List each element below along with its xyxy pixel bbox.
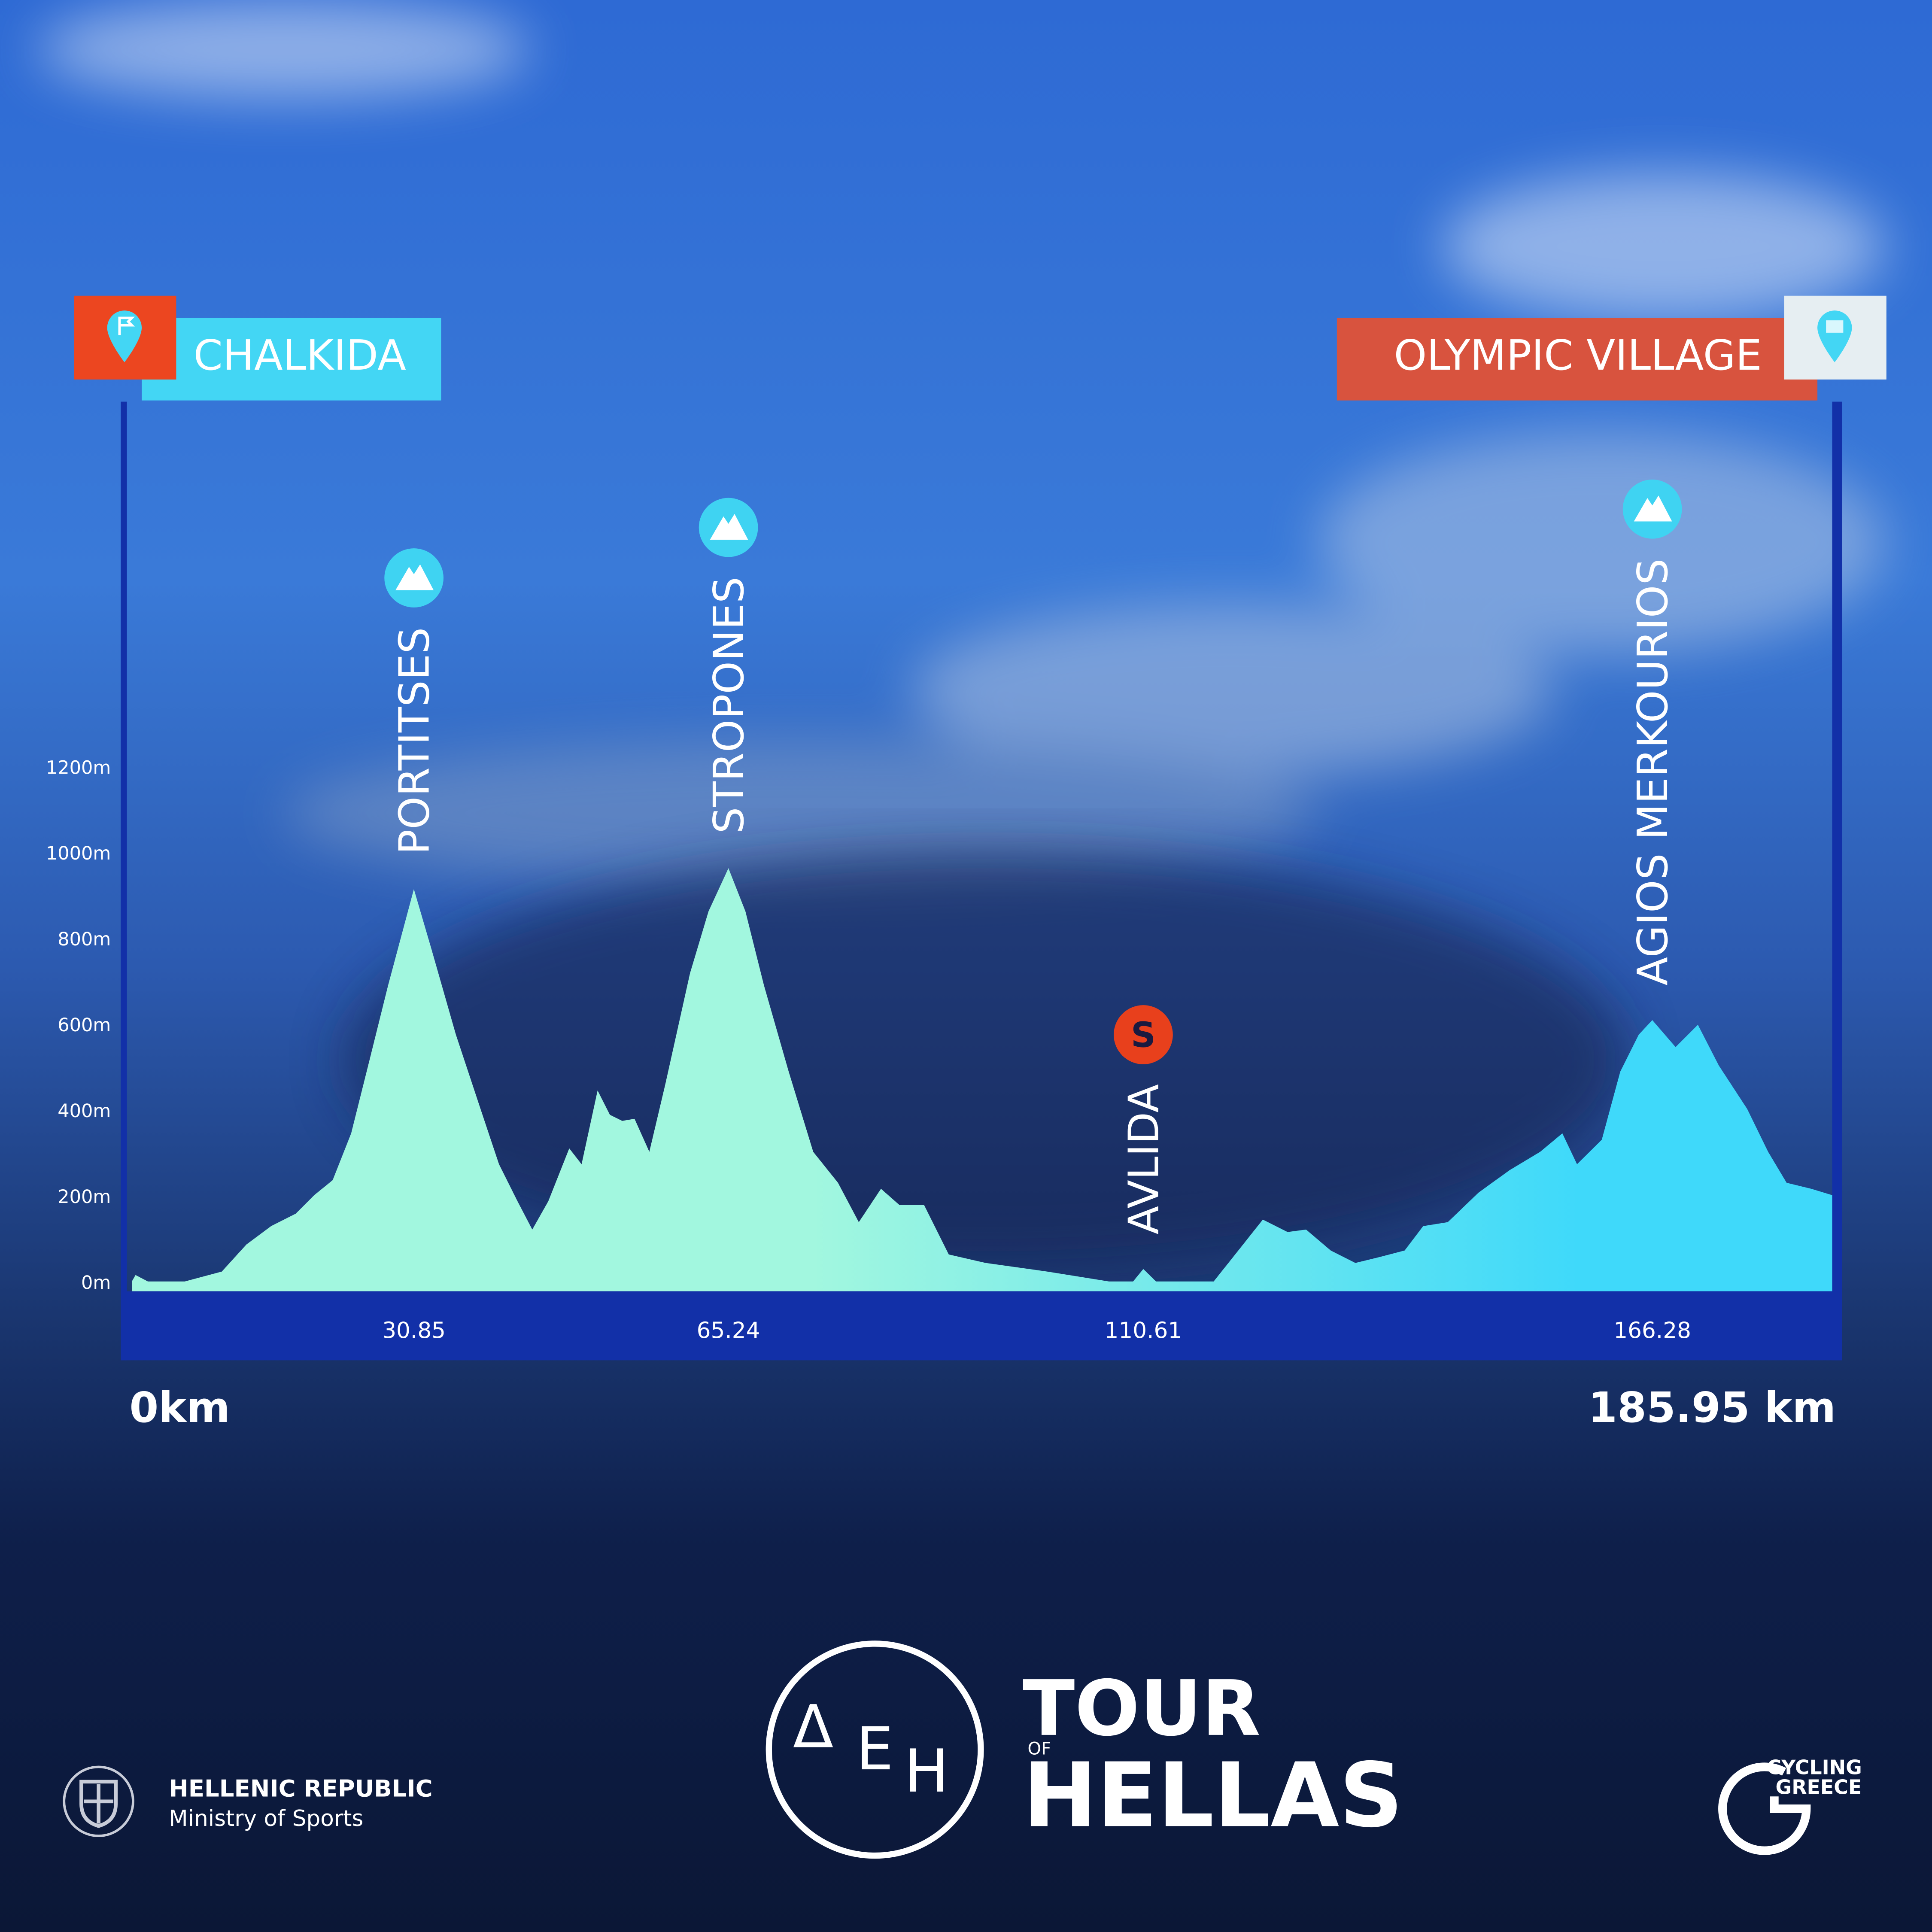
y-tick-label: 600m	[58, 1015, 111, 1036]
tour-of: OF	[1027, 1739, 1051, 1759]
climb-icon-mountain	[395, 564, 434, 590]
ministry-subtitle: Ministry of Sports	[169, 1806, 363, 1832]
deh-logo	[766, 1640, 984, 1859]
tour-word: TOUR	[1023, 1664, 1261, 1753]
finish-flag	[1826, 320, 1844, 333]
start-name: CHALKIDA	[194, 331, 406, 380]
start-flag	[118, 316, 135, 335]
finish-name: OLYMPIC VILLAGE	[1394, 331, 1762, 380]
federation-word: GREECE	[1776, 1776, 1862, 1799]
y-tick-label: 400m	[58, 1100, 111, 1122]
emblem	[63, 1765, 134, 1838]
frame-left	[121, 401, 127, 1361]
y-tick-label: 0m	[81, 1272, 111, 1294]
x-tick-label: 30.85	[382, 1318, 446, 1344]
sprint-icon-label: S	[1131, 1015, 1156, 1055]
marker-name: AVLIDA	[1119, 1084, 1168, 1235]
start-pin	[107, 310, 142, 362]
tour-name: HELLAS	[1023, 1744, 1403, 1847]
marker-name: STROPONES	[705, 577, 753, 833]
marker-name: AGIOS MERKOURIOS	[1628, 559, 1677, 986]
x-tick-label: 166.28	[1613, 1318, 1691, 1344]
marker-name: PORTITSES	[390, 627, 439, 855]
federation-word: CYCLING	[1767, 1756, 1862, 1779]
ministry-title: HELLENIC REPUBLIC	[169, 1774, 433, 1802]
start-distance: 0km	[129, 1383, 230, 1432]
y-tick-label: 1200m	[46, 757, 111, 778]
start-box	[142, 318, 441, 401]
y-tick-label: 1000m	[46, 843, 111, 864]
y-tick-label: 200m	[58, 1186, 111, 1208]
federation-logo	[1718, 1762, 1811, 1855]
deh-letter: E	[856, 1715, 893, 1783]
emblem-shield	[79, 1780, 118, 1828]
plot	[132, 868, 1832, 1291]
frame-right	[1832, 401, 1842, 1361]
climb-icon-mountain	[710, 513, 748, 540]
climb-icon-mountain	[1634, 495, 1672, 522]
end-distance: 185.95 km	[1588, 1383, 1836, 1432]
sprint-icon	[1114, 1005, 1173, 1064]
finish-box	[1337, 318, 1818, 401]
x-tick-label: 110.61	[1105, 1318, 1182, 1344]
y-tick-label: 800m	[58, 929, 111, 950]
deh-letter: Δ	[793, 1693, 833, 1762]
clouds	[37, 0, 1885, 887]
overlay: 0m 200m 400m 600m 800m 1000m 1200m 30.85 PORTITS…	[46, 479, 1691, 1344]
x-tick-label: 65.24	[697, 1318, 760, 1344]
trees	[345, 850, 1627, 1269]
deh-letter: H	[904, 1737, 949, 1806]
elevation-profile	[132, 868, 1832, 1291]
distance-band	[121, 1291, 1842, 1361]
